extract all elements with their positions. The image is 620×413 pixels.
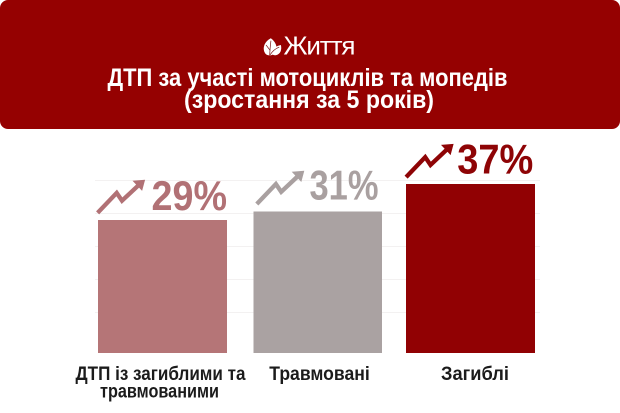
svg-text:29%: 29% [152, 172, 228, 219]
svg-text:травмованими: травмованими [100, 382, 219, 403]
svg-text:31%: 31% [310, 161, 379, 208]
svg-text:37%: 37% [457, 135, 533, 182]
svg-text:(зростання за 5 років): (зростання за 5 років) [184, 86, 434, 114]
svg-text:Загиблі: Загиблі [441, 364, 509, 385]
svg-text:Життя: Життя [284, 31, 356, 61]
svg-text:ДТП за участі мотоциклів та мо: ДТП за участі мотоциклів та мопедів [108, 64, 508, 92]
svg-text:ДТП із загиблими та: ДТП із загиблими та [76, 364, 246, 385]
svg-text:Травмовані: Травмовані [269, 364, 370, 385]
